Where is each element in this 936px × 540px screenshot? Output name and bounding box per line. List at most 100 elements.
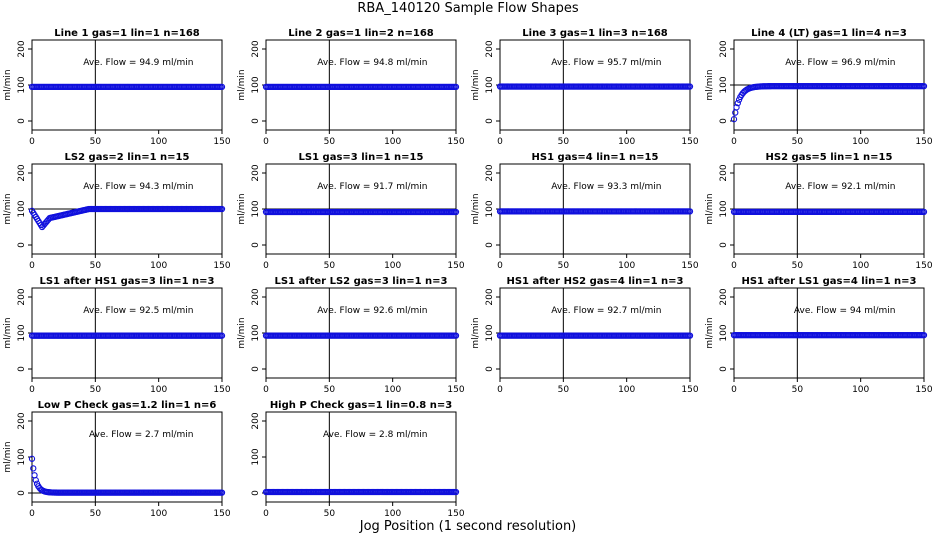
y-tick-label: 200 bbox=[17, 40, 27, 57]
y-axis-label: ml/min bbox=[705, 317, 715, 348]
y-tick-label: 0 bbox=[719, 366, 729, 372]
panel-title: HS2 gas=5 lin=1 n=15 bbox=[766, 152, 893, 163]
data-point bbox=[733, 104, 740, 111]
x-tick-label: 100 bbox=[852, 137, 869, 147]
x-tick-label: 50 bbox=[90, 385, 102, 395]
panel-title: Line 1 gas=1 lin=1 n=168 bbox=[54, 28, 200, 39]
data-point bbox=[452, 83, 460, 91]
panel-title: LS1 gas=3 lin=1 n=15 bbox=[299, 152, 424, 163]
y-tick-label: 100 bbox=[17, 76, 27, 93]
y-axis-label: ml/min bbox=[705, 69, 715, 100]
x-tick-label: 50 bbox=[558, 385, 570, 395]
y-axis-label: ml/min bbox=[471, 69, 481, 100]
x-tick-label: 150 bbox=[915, 137, 932, 147]
ave-flow-annotation: Ave. Flow = 2.7 ml/min bbox=[89, 430, 193, 440]
ave-flow-annotation: Ave. Flow = 2.8 ml/min bbox=[323, 430, 427, 440]
data-point bbox=[452, 488, 460, 496]
data-point bbox=[734, 99, 741, 107]
panel-9: LS1 after HS1 gas=3 lin=1 n=3 0 50 100 150 0 1… bbox=[3, 276, 231, 395]
x-tick-label: 0 bbox=[263, 137, 269, 147]
x-tick-label: 100 bbox=[384, 137, 401, 147]
y-tick-label: 100 bbox=[251, 448, 261, 465]
y-axis-label: ml/min bbox=[237, 317, 247, 348]
ave-flow-annotation: Ave. Flow = 94 ml/min bbox=[794, 306, 896, 316]
data-point bbox=[218, 83, 226, 90]
x-tick-label: 50 bbox=[90, 509, 102, 519]
x-tick-label: 150 bbox=[447, 509, 464, 519]
data-point bbox=[218, 489, 226, 496]
x-tick-label: 0 bbox=[29, 385, 35, 395]
y-tick-label: 100 bbox=[719, 200, 729, 217]
x-tick-label: 150 bbox=[447, 385, 464, 395]
ave-flow-annotation: Ave. Flow = 92.7 ml/min bbox=[551, 306, 661, 316]
x-tick-label: 150 bbox=[447, 261, 464, 271]
x-tick-label: 100 bbox=[618, 261, 635, 271]
x-tick-label: 100 bbox=[852, 385, 869, 395]
ave-flow-annotation: Ave. Flow = 94.9 ml/min bbox=[83, 58, 193, 68]
panel-1: Line 1 gas=1 lin=1 n=168 0 50 100 150 0 100 200… bbox=[3, 28, 231, 147]
x-tick-label: 100 bbox=[618, 137, 635, 147]
x-tick-label: 150 bbox=[213, 137, 230, 147]
y-axis-label: ml/min bbox=[471, 193, 481, 224]
x-tick-label: 100 bbox=[150, 509, 167, 519]
ave-flow-annotation: Ave. Flow = 93.3 ml/min bbox=[551, 182, 661, 192]
x-tick-label: 0 bbox=[731, 137, 737, 147]
panel-11: HS1 after HS2 gas=4 lin=1 n=3 0 50 100 150 0 1… bbox=[471, 276, 699, 395]
y-tick-label: 200 bbox=[719, 40, 729, 57]
x-tick-label: 0 bbox=[29, 137, 35, 147]
y-tick-label: 200 bbox=[251, 412, 261, 429]
y-tick-label: 0 bbox=[251, 490, 261, 496]
x-tick-label: 50 bbox=[324, 261, 336, 271]
data-point bbox=[218, 332, 226, 339]
x-tick-label: 150 bbox=[915, 385, 932, 395]
y-tick-label: 0 bbox=[719, 242, 729, 248]
y-tick-label: 200 bbox=[17, 412, 27, 429]
panel-title: Line 4 (LT) gas=1 lin=4 n=3 bbox=[751, 28, 907, 39]
ave-flow-annotation: Ave. Flow = 95.7 ml/min bbox=[551, 58, 661, 68]
x-tick-label: 50 bbox=[792, 261, 804, 271]
panel-title: HS1 after HS2 gas=4 lin=1 n=3 bbox=[506, 276, 683, 287]
panel-2: Line 2 gas=1 lin=2 n=168 0 50 100 150 0 100 200… bbox=[237, 28, 465, 147]
panel-title: Line 2 gas=1 lin=2 n=168 bbox=[288, 28, 434, 39]
panel-12: HS1 after LS1 gas=4 lin=1 n=3 0 50 100 150 0 1… bbox=[705, 276, 933, 395]
panel-title: HS1 after LS1 gas=4 lin=1 n=3 bbox=[741, 276, 916, 287]
x-tick-label: 100 bbox=[150, 385, 167, 395]
y-tick-label: 200 bbox=[485, 288, 495, 305]
plot-frame bbox=[31, 411, 223, 503]
panel-title: LS1 after LS2 gas=3 lin=1 n=3 bbox=[274, 276, 447, 287]
y-tick-label: 0 bbox=[485, 118, 495, 124]
y-tick-label: 100 bbox=[719, 324, 729, 341]
panel-title: Low P Check gas=1.2 lin=1 n=6 bbox=[38, 400, 217, 411]
ave-flow-annotation: Ave. Flow = 94.3 ml/min bbox=[83, 182, 193, 192]
y-tick-label: 200 bbox=[719, 288, 729, 305]
y-tick-label: 0 bbox=[251, 366, 261, 372]
y-tick-label: 100 bbox=[251, 76, 261, 93]
y-tick-label: 200 bbox=[17, 288, 27, 305]
data-point bbox=[920, 82, 928, 90]
x-tick-label: 150 bbox=[213, 261, 230, 271]
ave-flow-annotation: Ave. Flow = 92.5 ml/min bbox=[83, 306, 193, 316]
y-tick-label: 0 bbox=[251, 118, 261, 124]
x-tick-label: 50 bbox=[324, 137, 336, 147]
panel-5: LS2 gas=2 lin=1 n=15 0 50 100 150 0 100 200 ml/m… bbox=[3, 152, 231, 271]
panel-title: High P Check gas=1 lin=0.8 n=3 bbox=[270, 400, 452, 411]
x-tick-label: 0 bbox=[731, 385, 737, 395]
x-tick-label: 50 bbox=[792, 385, 804, 395]
y-tick-label: 0 bbox=[485, 366, 495, 372]
data-point bbox=[686, 83, 694, 90]
ave-flow-annotation: Ave. Flow = 91.7 ml/min bbox=[317, 182, 427, 192]
x-tick-label: 150 bbox=[213, 385, 230, 395]
data-point bbox=[28, 455, 36, 462]
panel-3: Line 3 gas=1 lin=3 n=168 0 50 100 150 0 100 200… bbox=[471, 28, 699, 147]
y-tick-label: 100 bbox=[17, 324, 27, 341]
y-axis-label: ml/min bbox=[3, 441, 13, 472]
y-tick-label: 0 bbox=[17, 366, 27, 372]
data-point bbox=[732, 109, 739, 116]
x-tick-label: 100 bbox=[150, 137, 167, 147]
data-point bbox=[686, 208, 694, 215]
x-tick-label: 100 bbox=[384, 509, 401, 519]
x-tick-label: 150 bbox=[915, 261, 932, 271]
x-tick-label: 50 bbox=[558, 261, 570, 271]
x-tick-label: 100 bbox=[618, 385, 635, 395]
y-tick-label: 100 bbox=[17, 448, 27, 465]
